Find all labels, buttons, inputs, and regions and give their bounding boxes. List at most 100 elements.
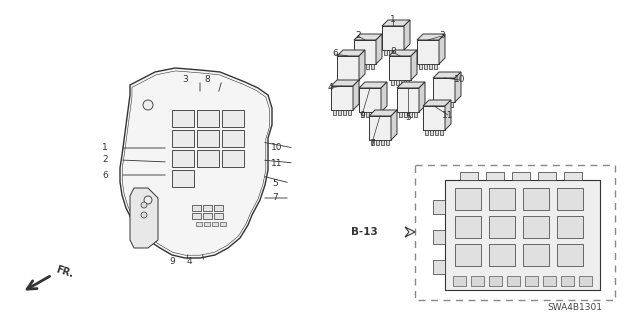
Bar <box>434 64 437 69</box>
Circle shape <box>144 196 152 204</box>
Bar <box>196 222 202 226</box>
Bar <box>489 276 502 286</box>
Bar <box>435 102 438 107</box>
Bar <box>369 116 391 140</box>
Bar <box>433 230 445 244</box>
Bar <box>366 64 369 69</box>
Polygon shape <box>433 72 461 78</box>
Bar <box>507 276 520 286</box>
Bar <box>440 102 443 107</box>
Bar <box>435 130 438 135</box>
Bar <box>557 244 583 266</box>
Polygon shape <box>359 50 365 80</box>
Bar <box>423 106 445 130</box>
Bar <box>220 222 226 226</box>
Bar <box>386 140 389 145</box>
Text: 9: 9 <box>169 257 175 266</box>
Bar <box>445 102 448 107</box>
Bar <box>417 40 439 64</box>
Text: B-13: B-13 <box>351 227 378 237</box>
Bar <box>415 165 615 300</box>
Polygon shape <box>417 34 445 40</box>
Polygon shape <box>354 34 382 40</box>
Polygon shape <box>381 82 387 112</box>
Polygon shape <box>359 82 387 88</box>
Bar <box>455 216 481 238</box>
Bar <box>333 110 336 115</box>
Bar <box>343 110 346 115</box>
Text: 4: 4 <box>327 84 333 93</box>
Bar <box>429 130 433 135</box>
Bar <box>172 170 194 187</box>
Text: 5: 5 <box>405 114 411 122</box>
Polygon shape <box>404 20 410 50</box>
Bar <box>401 80 404 85</box>
Bar <box>525 276 538 286</box>
Text: 7: 7 <box>369 138 375 147</box>
Circle shape <box>141 212 147 218</box>
Bar <box>197 130 219 147</box>
Bar <box>523 188 549 210</box>
Text: 8: 8 <box>390 48 396 56</box>
Bar <box>214 213 223 219</box>
Bar <box>388 50 392 55</box>
Polygon shape <box>391 110 397 140</box>
Polygon shape <box>455 72 461 102</box>
Text: 3: 3 <box>182 76 188 85</box>
Bar <box>361 64 364 69</box>
Bar <box>222 150 244 167</box>
Bar <box>212 222 218 226</box>
Bar <box>204 222 210 226</box>
Bar <box>557 216 583 238</box>
Bar <box>523 216 549 238</box>
Polygon shape <box>120 68 272 258</box>
Bar <box>453 276 466 286</box>
Text: 10: 10 <box>454 76 466 85</box>
Polygon shape <box>405 227 415 237</box>
Circle shape <box>141 202 147 208</box>
Bar <box>172 130 194 147</box>
Bar <box>222 110 244 127</box>
Circle shape <box>143 100 153 110</box>
Bar <box>337 56 359 80</box>
Bar <box>564 172 582 180</box>
Bar <box>404 112 407 117</box>
Text: 2: 2 <box>102 155 108 165</box>
Bar <box>192 205 201 211</box>
Bar <box>371 112 374 117</box>
Bar <box>382 26 404 50</box>
Bar <box>203 213 212 219</box>
Bar <box>406 80 410 85</box>
Text: 10: 10 <box>271 144 282 152</box>
Bar <box>399 112 402 117</box>
Text: 5: 5 <box>272 179 278 188</box>
Bar <box>471 276 484 286</box>
Bar <box>455 188 481 210</box>
Bar <box>489 188 515 210</box>
Text: 1: 1 <box>390 16 396 25</box>
Bar <box>440 130 444 135</box>
Bar <box>338 110 341 115</box>
Bar <box>523 244 549 266</box>
Bar <box>197 110 219 127</box>
Bar <box>376 140 379 145</box>
Bar <box>397 88 419 112</box>
Bar <box>433 260 445 274</box>
Polygon shape <box>130 188 158 248</box>
Bar <box>445 180 600 290</box>
Bar <box>399 50 403 55</box>
Polygon shape <box>353 80 359 110</box>
Polygon shape <box>376 34 382 64</box>
Text: 1: 1 <box>102 144 108 152</box>
Bar <box>460 172 478 180</box>
Bar <box>429 64 432 69</box>
Polygon shape <box>397 82 425 88</box>
Bar <box>424 130 428 135</box>
Bar <box>433 200 445 214</box>
Polygon shape <box>439 34 445 64</box>
Bar <box>489 216 515 238</box>
Bar <box>512 172 530 180</box>
Bar <box>222 130 244 147</box>
Bar <box>433 78 455 102</box>
Bar <box>543 276 556 286</box>
